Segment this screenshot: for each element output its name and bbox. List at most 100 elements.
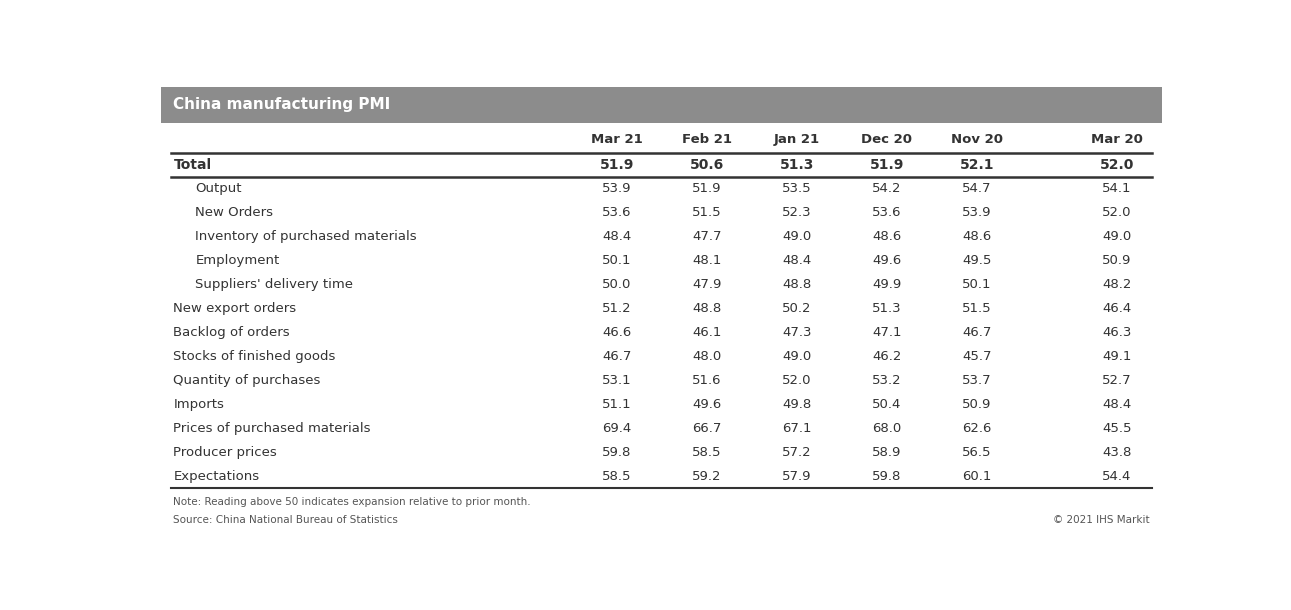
Text: 50.4: 50.4 <box>871 398 901 411</box>
Text: Output: Output <box>195 182 241 195</box>
Text: 43.8: 43.8 <box>1103 446 1132 459</box>
Text: 48.6: 48.6 <box>873 231 901 243</box>
Text: Feb 21: Feb 21 <box>682 133 732 146</box>
Text: 47.9: 47.9 <box>692 278 722 292</box>
Text: 56.5: 56.5 <box>962 446 991 459</box>
Text: Quantity of purchases: Quantity of purchases <box>173 374 320 387</box>
Text: Nov 20: Nov 20 <box>950 133 1003 146</box>
Text: 69.4: 69.4 <box>602 422 631 435</box>
Text: 48.0: 48.0 <box>692 350 722 363</box>
Text: 46.7: 46.7 <box>962 326 991 339</box>
Text: 50.9: 50.9 <box>962 398 991 411</box>
Text: Suppliers' delivery time: Suppliers' delivery time <box>195 278 354 292</box>
Text: 46.6: 46.6 <box>602 326 631 339</box>
Text: 51.5: 51.5 <box>962 302 991 315</box>
Text: 52.3: 52.3 <box>782 206 812 220</box>
Text: Total: Total <box>173 158 212 172</box>
Text: 60.1: 60.1 <box>962 470 991 483</box>
Text: 49.0: 49.0 <box>782 231 811 243</box>
Text: 51.9: 51.9 <box>870 158 904 172</box>
Text: 50.2: 50.2 <box>782 302 812 315</box>
Text: 48.8: 48.8 <box>782 278 811 292</box>
Text: 49.0: 49.0 <box>782 350 811 363</box>
Text: 46.1: 46.1 <box>692 326 722 339</box>
Text: 52.0: 52.0 <box>782 374 812 387</box>
Text: 49.5: 49.5 <box>962 254 991 267</box>
Text: 46.2: 46.2 <box>871 350 901 363</box>
Text: New export orders: New export orders <box>173 302 297 315</box>
Text: 51.9: 51.9 <box>692 182 722 195</box>
Text: 68.0: 68.0 <box>873 422 901 435</box>
Text: Imports: Imports <box>173 398 225 411</box>
Text: Source: China National Bureau of Statistics: Source: China National Bureau of Statist… <box>173 515 398 525</box>
Text: 51.3: 51.3 <box>871 302 901 315</box>
Text: 47.3: 47.3 <box>782 326 812 339</box>
Text: 48.2: 48.2 <box>1103 278 1132 292</box>
Text: Dec 20: Dec 20 <box>861 133 913 146</box>
Text: 53.1: 53.1 <box>602 374 631 387</box>
Text: 49.1: 49.1 <box>1103 350 1132 363</box>
Bar <box>161 87 1162 123</box>
Text: 50.0: 50.0 <box>602 278 631 292</box>
Text: 48.1: 48.1 <box>692 254 722 267</box>
Text: 67.1: 67.1 <box>782 422 812 435</box>
Text: 59.2: 59.2 <box>692 470 722 483</box>
Text: 53.9: 53.9 <box>962 206 991 220</box>
Text: 49.9: 49.9 <box>873 278 901 292</box>
Text: 51.9: 51.9 <box>599 158 634 172</box>
Text: 50.1: 50.1 <box>962 278 991 292</box>
Text: 52.7: 52.7 <box>1103 374 1132 387</box>
Text: 46.3: 46.3 <box>1103 326 1132 339</box>
Text: 51.3: 51.3 <box>780 158 813 172</box>
Text: 48.6: 48.6 <box>962 231 991 243</box>
Text: © 2021 IHS Markit: © 2021 IHS Markit <box>1053 515 1150 525</box>
Text: Producer prices: Producer prices <box>173 446 278 459</box>
Text: 49.8: 49.8 <box>782 398 811 411</box>
Text: 53.6: 53.6 <box>602 206 631 220</box>
Text: 54.2: 54.2 <box>871 182 901 195</box>
Text: 53.9: 53.9 <box>602 182 631 195</box>
Text: Mar 20: Mar 20 <box>1091 133 1143 146</box>
Text: 50.9: 50.9 <box>1103 254 1132 267</box>
Text: 52.1: 52.1 <box>959 158 994 172</box>
Text: 52.0: 52.0 <box>1100 158 1133 172</box>
Text: 57.2: 57.2 <box>782 446 812 459</box>
Text: 52.0: 52.0 <box>1103 206 1132 220</box>
Text: 59.8: 59.8 <box>602 446 631 459</box>
Text: 46.7: 46.7 <box>602 350 631 363</box>
Text: 51.5: 51.5 <box>692 206 722 220</box>
Text: 58.5: 58.5 <box>602 470 631 483</box>
Text: 51.1: 51.1 <box>602 398 631 411</box>
Text: 58.5: 58.5 <box>692 446 722 459</box>
Text: Expectations: Expectations <box>173 470 259 483</box>
Text: 48.8: 48.8 <box>692 302 722 315</box>
Text: 57.9: 57.9 <box>782 470 812 483</box>
Text: New Orders: New Orders <box>195 206 274 220</box>
Text: 47.7: 47.7 <box>692 231 722 243</box>
Text: 45.5: 45.5 <box>1103 422 1132 435</box>
Text: 51.2: 51.2 <box>602 302 631 315</box>
Text: Note: Reading above 50 indicates expansion relative to prior month.: Note: Reading above 50 indicates expansi… <box>173 497 531 507</box>
Text: 59.8: 59.8 <box>871 470 901 483</box>
Text: 53.7: 53.7 <box>962 374 991 387</box>
Text: 53.6: 53.6 <box>871 206 901 220</box>
Text: Backlog of orders: Backlog of orders <box>173 326 290 339</box>
Text: China manufacturing PMI: China manufacturing PMI <box>173 98 391 112</box>
Text: 62.6: 62.6 <box>962 422 991 435</box>
Text: Stocks of finished goods: Stocks of finished goods <box>173 350 336 363</box>
Text: 54.7: 54.7 <box>962 182 991 195</box>
Text: 47.1: 47.1 <box>871 326 901 339</box>
Text: 49.6: 49.6 <box>692 398 722 411</box>
Text: 48.4: 48.4 <box>782 254 811 267</box>
Text: 53.2: 53.2 <box>871 374 901 387</box>
Text: 49.6: 49.6 <box>873 254 901 267</box>
Text: 53.5: 53.5 <box>782 182 812 195</box>
Text: 54.1: 54.1 <box>1103 182 1132 195</box>
Text: 45.7: 45.7 <box>962 350 991 363</box>
Text: 46.4: 46.4 <box>1103 302 1131 315</box>
Text: Inventory of purchased materials: Inventory of purchased materials <box>195 231 417 243</box>
Text: 50.1: 50.1 <box>602 254 631 267</box>
Text: Mar 21: Mar 21 <box>591 133 643 146</box>
Text: 49.0: 49.0 <box>1103 231 1131 243</box>
Text: 48.4: 48.4 <box>602 231 631 243</box>
